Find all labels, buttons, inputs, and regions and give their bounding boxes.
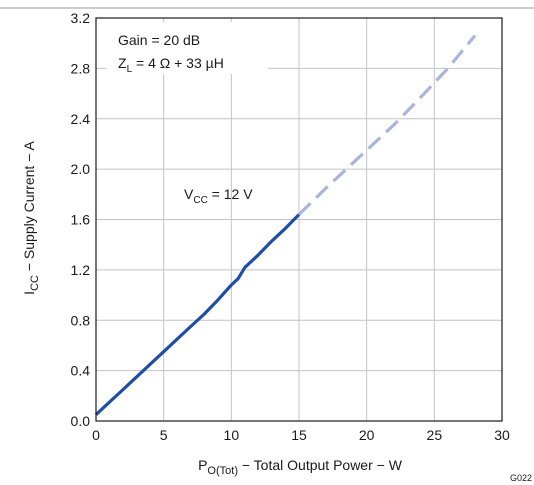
load-annotation-rest: = 4 Ω + 33 µH [132, 55, 224, 71]
y-tick-label-2: 0.8 [71, 312, 91, 328]
figure-id: G022 [510, 473, 532, 483]
load-annotation: ZL = 4 Ω + 33 µH [118, 55, 224, 75]
y-tick-label-7: 2.8 [71, 60, 91, 76]
y-axis-label-sub: CC [29, 275, 41, 291]
gain-annotation: Gain = 20 dB [118, 32, 200, 48]
y-tick-label-6: 2.4 [71, 111, 91, 127]
x-axis-label-sub: O(Tot) [207, 465, 238, 477]
y-tick-label-1: 0.4 [71, 363, 91, 379]
x-tick-label-2: 10 [224, 427, 240, 443]
y-tick-label-4: 1.6 [71, 212, 91, 228]
x-tick-label-1: 5 [160, 427, 168, 443]
load-annotation-sub: L [127, 64, 133, 75]
x-tick-label-3: 15 [291, 427, 307, 443]
series-line-0 [94, 213, 301, 416]
y-tick-label-3: 1.2 [71, 262, 91, 278]
y-axis-label: ICC − Supply Current − A [21, 141, 41, 295]
vcc-annotation-sub: CC [193, 195, 207, 206]
y-axis-label-main: I [21, 291, 37, 295]
annotation-box [106, 22, 268, 74]
x-axis-label: PO(Tot) − Total Output Power − W [198, 457, 403, 477]
x-tick-label-0: 0 [92, 427, 100, 443]
y-tick-label-8: 3.2 [71, 10, 91, 26]
data-series [94, 34, 477, 416]
load-annotation-main: Z [118, 55, 127, 71]
y-tick-label-5: 2.0 [71, 161, 91, 177]
x-tick-labels: 0 5 10 15 20 25 30 [92, 427, 510, 443]
grid-lines [95, 17, 503, 422]
y-tick-label-0: 0.0 [71, 413, 91, 429]
vcc-annotation-main: V [184, 186, 194, 202]
y-tick-labels: 0.0 0.4 0.8 1.2 1.6 2.0 2.4 2.8 3.2 [71, 10, 91, 429]
y-axis-label-rest: − Supply Current − A [21, 141, 37, 276]
x-tick-label-4: 20 [359, 427, 375, 443]
x-axis-label-rest: − Total Output Power − W [238, 457, 403, 473]
vcc-annotation-rest: = 12 V [208, 186, 253, 202]
x-tick-label-5: 25 [427, 427, 443, 443]
series-line-1 [297, 34, 477, 216]
x-tick-label-6: 30 [494, 427, 510, 443]
plot-frame [95, 17, 503, 422]
x-axis-label-main: P [198, 457, 207, 473]
vcc-annotation: VCC = 12 V [184, 186, 253, 206]
